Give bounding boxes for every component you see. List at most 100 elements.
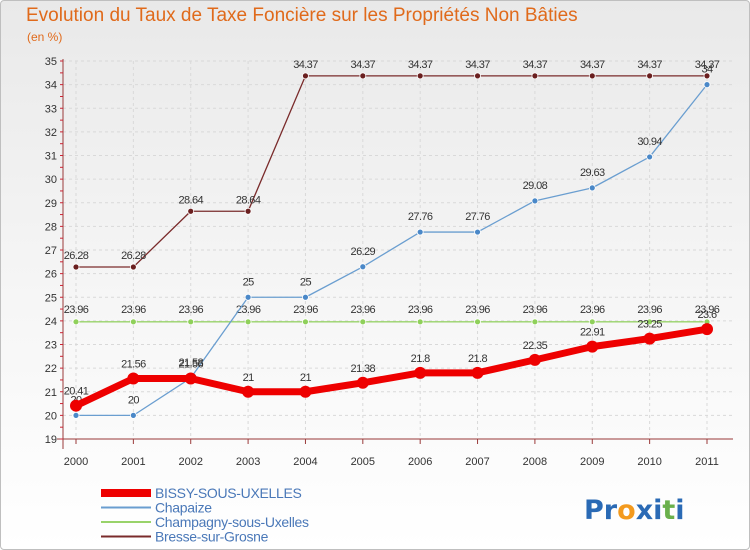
legend-label: Champagny-sous-Uxelles — [155, 514, 309, 530]
data-point — [588, 184, 596, 192]
data-point — [646, 72, 654, 80]
data-label: 23.96 — [121, 304, 146, 316]
data-label: 28.64 — [236, 194, 261, 206]
logo-letter: o — [617, 495, 636, 526]
y-tick-label: 29 — [45, 198, 57, 210]
data-point — [703, 72, 711, 80]
data-label: 23.96 — [64, 304, 89, 316]
x-tick-label: 2007 — [465, 456, 489, 468]
data-point — [302, 293, 309, 301]
series-bresse-sur-grosne: 26.28 26.28 28.64 28.64 34.37 34.37 34.37 34.37… — [64, 59, 720, 271]
chart-title: Evolution du Taux de Taxe Foncière sur l… — [26, 5, 578, 26]
series-bissy-sous-uxelles: 20.41 21.56 21.56 21 21 21.38 21.8 21.8 22.35 22.… — [64, 309, 718, 412]
data-label: 23.96 — [236, 304, 261, 316]
data-point — [588, 318, 596, 326]
data-point — [359, 318, 367, 326]
legend-label: Chapaize — [155, 500, 212, 516]
data-point — [129, 411, 137, 419]
data-point — [359, 72, 367, 80]
data-point — [359, 263, 367, 271]
data-point — [471, 366, 484, 379]
data-point — [416, 318, 424, 326]
logo-letter: i — [653, 495, 662, 526]
data-point — [187, 318, 195, 326]
data-label: 34.37 — [637, 59, 662, 71]
y-tick-label: 26 — [45, 269, 57, 281]
series-line — [76, 84, 708, 417]
y-tick-label: 32 — [45, 127, 57, 139]
data-point — [531, 197, 539, 205]
series-chapaize: 202021.58252526.2927.7627.7629.0829.6330… — [70, 64, 714, 419]
data-label: 20.41 — [64, 386, 89, 398]
x-tick-label: 2000 — [64, 456, 88, 468]
data-label: 23.96 — [523, 304, 548, 316]
x-tick-label: 2003 — [236, 456, 260, 468]
data-label: 23.96 — [637, 304, 662, 316]
data-point — [299, 385, 312, 398]
x-tick-label: 2001 — [121, 456, 145, 468]
data-label: 27.76 — [465, 211, 490, 223]
data-point — [72, 318, 80, 326]
y-tick-label: 22 — [45, 363, 57, 375]
y-tick-label: 24 — [45, 316, 57, 328]
y-tick-label: 21 — [45, 387, 57, 399]
y-tick-label: 31 — [45, 151, 57, 163]
data-label: 20 — [128, 394, 140, 406]
data-point — [244, 318, 252, 326]
data-point — [70, 399, 82, 412]
logo-letter: t — [662, 495, 675, 526]
data-label: 27.76 — [408, 211, 433, 223]
logo-letter: i — [675, 495, 684, 526]
data-label: 29.63 — [580, 167, 605, 179]
x-tick-label: 2006 — [408, 456, 432, 468]
data-point — [302, 72, 309, 80]
series-champagny-sous-uxelles: 23.96 23.96 23.96 23.96 23.96 23.96 23.96 23.96… — [64, 304, 720, 326]
data-point — [703, 81, 711, 89]
data-label: 26.28 — [121, 250, 146, 262]
data-label: 22.91 — [580, 327, 605, 339]
data-label: 23.96 — [465, 304, 490, 316]
legend-label: BISSY-SOUS-UXELLES — [155, 485, 302, 501]
data-label: 23.96 — [351, 304, 376, 316]
data-label: 26.29 — [351, 246, 376, 258]
data-label: 21.58 — [178, 357, 203, 369]
data-label: 34.37 — [580, 59, 605, 71]
data-point — [414, 366, 427, 379]
data-point — [474, 72, 481, 80]
chart-unit-label: (en %) — [27, 30, 63, 44]
data-point — [184, 372, 197, 385]
proxiti-logo: Proxiti — [584, 495, 685, 526]
y-tick-label: 28 — [45, 221, 57, 233]
grid — [63, 60, 733, 440]
data-label: 23.96 — [293, 304, 318, 316]
y-tick-label: 33 — [45, 103, 57, 115]
data-label: 23.96 — [695, 304, 720, 316]
x-tick-label: 2005 — [351, 456, 375, 468]
data-point — [531, 318, 539, 326]
data-label: 34.37 — [351, 59, 376, 71]
legend: BISSY-SOUS-UXELLESChapaizeChampagny-sous… — [101, 485, 309, 545]
data-label: 28.64 — [178, 194, 203, 206]
logo-letter: r — [604, 495, 618, 526]
data-label: 34.37 — [293, 59, 318, 71]
data-point — [643, 332, 656, 345]
data-point — [129, 263, 137, 271]
data-point — [242, 385, 255, 398]
y-tick-label: 35 — [45, 56, 57, 68]
data-label: 25 — [300, 276, 312, 288]
data-point — [72, 411, 80, 419]
data-point — [588, 72, 596, 80]
data-point — [129, 318, 137, 326]
data-point — [416, 72, 424, 80]
data-point — [646, 153, 654, 161]
y-tick-label: 27 — [45, 245, 57, 257]
data-label: 23.25 — [637, 319, 662, 331]
data-label: 34.37 — [408, 59, 433, 71]
y-tick-label: 34 — [45, 80, 57, 92]
data-label: 23.96 — [580, 304, 605, 316]
data-label: 23.6 — [697, 309, 716, 321]
logo-letter: x — [636, 495, 653, 526]
data-point — [528, 353, 541, 366]
data-label: 34.37 — [523, 59, 548, 71]
